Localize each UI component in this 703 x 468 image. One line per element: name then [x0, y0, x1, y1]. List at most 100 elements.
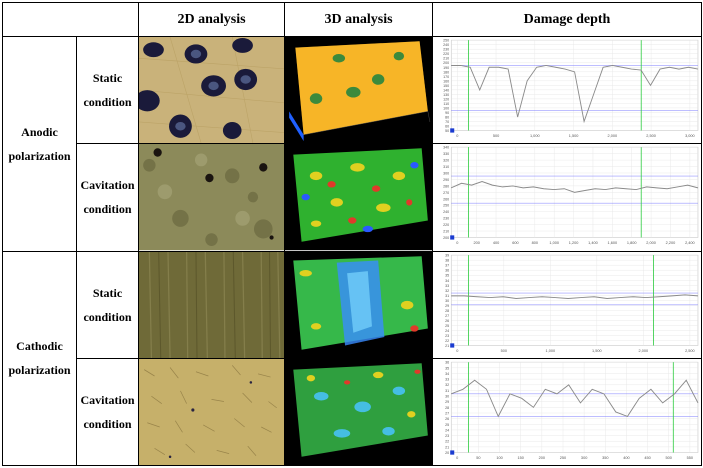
y-tick-label: 240 [443, 43, 449, 47]
y-tick-label: 310 [443, 165, 449, 169]
y-tick-label: 33 [445, 377, 449, 381]
y-tick-label: 220 [443, 52, 449, 56]
group-anodic-polarization: Anodic polarization [2, 36, 77, 252]
group-label-line2: polarization [8, 148, 71, 163]
y-tick-label: 150 [443, 84, 449, 88]
image-3d-cathodic-static [284, 250, 433, 359]
x-tick-label: 150 [518, 455, 525, 460]
y-tick-label: 220 [443, 223, 449, 227]
image-3d-cathodic-cavitation [284, 357, 433, 467]
y-tick-label: 37 [445, 263, 449, 267]
micrograph-image [139, 37, 284, 144]
x-tick-label: 1,000 [530, 133, 540, 138]
x-tick-label: 2,000 [646, 240, 656, 245]
damage-depth-plot-2: 340 330 320 310 300 290 280 270 260 250 240 230 220 2… [432, 143, 702, 252]
y-tick-label: 240 [443, 210, 449, 214]
y-tick-label: 80 [445, 115, 449, 119]
x-tick-label: 1,400 [588, 240, 598, 245]
x-tick-label: 400 [493, 240, 500, 245]
x-tick-label: 2,000 [608, 133, 618, 138]
x-tick-label: 1,200 [569, 240, 579, 245]
y-tick-label: 36 [445, 268, 449, 272]
y-tick-label: 250 [443, 39, 449, 43]
x-tick-label: 2,500 [646, 133, 656, 138]
y-tick-label: 170 [443, 75, 449, 79]
x-tick-label: 2,400 [685, 240, 695, 245]
image-3d-anodic-static [284, 36, 433, 145]
depth-profile-line [451, 379, 699, 418]
x-tick-label: 1,800 [627, 240, 637, 245]
x-tick-label: 500 [501, 347, 508, 352]
x-tick-label: 200 [539, 455, 546, 460]
y-tick-label: 26 [445, 417, 449, 421]
y-tick-label: 340 [443, 146, 449, 150]
y-tick-label: 25 [445, 422, 449, 426]
y-tick-label: 24 [445, 328, 449, 332]
y-tick-label: 38 [445, 258, 449, 262]
axis-origin-marker [450, 235, 455, 240]
y-tick-label: 210 [443, 230, 449, 234]
group-cathodic-polarization: Cathodic polarization [2, 250, 77, 466]
x-tick-label: 1,000 [546, 347, 556, 352]
y-tick-label: 120 [443, 97, 449, 101]
y-tick-label: 32 [445, 383, 449, 387]
y-tick-label: 35 [445, 273, 449, 277]
y-tick-label: 28 [445, 308, 449, 312]
condition-line2: condition [83, 309, 132, 324]
x-tick-label: 50 [476, 455, 481, 460]
row-cathodic-cavitation: Cavitation condition [3, 357, 702, 467]
condition-line1: Cavitation [80, 392, 135, 407]
micrograph-image [139, 144, 284, 251]
depth-profile-line [451, 293, 698, 299]
condition-line2: condition [83, 95, 132, 110]
y-tick-label: 330 [443, 152, 449, 156]
y-tick-label: 290 [443, 178, 449, 182]
x-tick-label: 3,000 [685, 133, 695, 138]
x-tick-label: 400 [623, 455, 630, 460]
y-tick-label: 90 [445, 111, 449, 115]
y-tick-label: 31 [445, 389, 449, 393]
group-label-line1: Anodic [21, 124, 58, 139]
image-2d-cathodic-cavitation [138, 357, 285, 467]
y-tick-label: 200 [443, 61, 449, 65]
x-tick-label: 2,200 [666, 240, 676, 245]
condition-static: Static condition [76, 250, 139, 359]
y-tick-label: 35 [445, 366, 449, 370]
y-tick-label: 270 [443, 191, 449, 195]
x-tick-label: 450 [644, 455, 651, 460]
condition-cavitation: Cavitation condition [76, 143, 139, 252]
image-3d-anodic-cavitation [284, 143, 433, 252]
x-tick-label: 600 [512, 240, 519, 245]
condition-line1: Static [92, 285, 123, 300]
y-tick-label: 23 [445, 434, 449, 438]
damage-depth-plot-4: 36 35 34 33 32 31 30 29 28 27 26 25 24 23 22 21 20 0 50 100… [432, 357, 702, 467]
x-tick-label: 1,500 [569, 133, 579, 138]
y-tick-label: 100 [443, 106, 449, 110]
y-tick-label: 34 [445, 372, 449, 376]
row-anodic-static: Anodic polarization Static condition [2, 36, 702, 252]
group-label-line2: polarization [8, 363, 71, 378]
x-tick-label: 300 [581, 455, 588, 460]
depth-profile-line [451, 181, 699, 194]
y-tick-label: 70 [445, 120, 449, 124]
x-tick-label: 0 [456, 347, 459, 352]
image-2d-cathodic-static [138, 250, 285, 359]
y-tick-label: 30 [445, 298, 449, 302]
x-tick-label: 2,000 [639, 347, 649, 352]
header-blank [2, 1, 139, 38]
y-tick-label: 260 [443, 197, 449, 201]
y-tick-label: 140 [443, 88, 449, 92]
depth-profile-chart: 340 330 320 310 300 290 280 270 260 250 240 230 220 2… [443, 146, 699, 245]
row-cathodic-static: Cathodic polarization Static condition [2, 250, 702, 466]
header-damage-depth: Damage depth [432, 1, 702, 38]
x-tick-label: 500 [666, 455, 673, 460]
y-tick-label: 30 [445, 394, 449, 398]
surface-3d-image [285, 37, 432, 144]
x-tick-label: 0 [456, 133, 459, 138]
y-tick-label: 25 [445, 323, 449, 327]
y-tick-label: 29 [445, 303, 449, 307]
y-tick-label: 60 [445, 124, 449, 128]
axis-origin-marker [450, 128, 455, 133]
